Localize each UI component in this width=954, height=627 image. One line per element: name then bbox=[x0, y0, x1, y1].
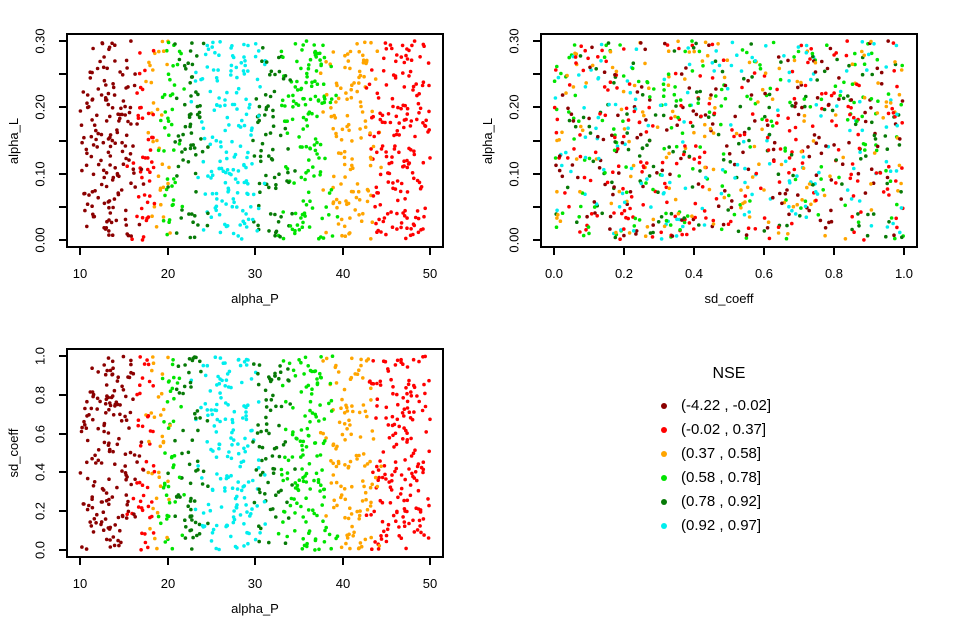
x-tick bbox=[167, 248, 169, 255]
y-tick bbox=[59, 140, 66, 142]
x-tick-label: 0.8 bbox=[824, 266, 844, 281]
y-tick bbox=[59, 394, 66, 396]
legend-dot-red-icon bbox=[661, 427, 667, 433]
y-tick-label: 0.20 bbox=[32, 94, 48, 120]
legend-title: NSE bbox=[712, 365, 746, 382]
x-tick bbox=[167, 558, 169, 565]
nse-legend: NSE (-4.22 , -0.02] (-0.02 , 0.37] (0.37… bbox=[646, 364, 812, 538]
legend-item-dark-green: (0.78 , 0.92] bbox=[646, 490, 812, 514]
x-tick bbox=[833, 248, 835, 255]
y-axis-label: sd_coeff bbox=[6, 428, 21, 478]
y-tick bbox=[59, 239, 66, 241]
legend-item-cyan: (0.92 , 0.97] bbox=[646, 514, 812, 538]
y-tick-label: 0.00 bbox=[506, 227, 522, 253]
x-tick-label: 20 bbox=[160, 266, 176, 281]
x-tick bbox=[693, 248, 695, 255]
y-tick bbox=[59, 510, 66, 512]
x-tick bbox=[763, 248, 765, 255]
y-tick bbox=[533, 206, 540, 208]
legend-dot-cyan-icon bbox=[661, 523, 667, 529]
legend-dot-orange-icon bbox=[661, 451, 667, 457]
y-tick bbox=[59, 73, 66, 75]
legend-item-dark-red: (-4.22 , -0.02] bbox=[646, 394, 812, 418]
x-tick-label: 20 bbox=[160, 576, 176, 591]
y-tick bbox=[59, 206, 66, 208]
y-tick bbox=[533, 106, 540, 108]
y-axis-label: alpha_L bbox=[480, 117, 495, 164]
y-tick bbox=[533, 140, 540, 142]
x-tick-label: 0.6 bbox=[754, 266, 774, 281]
legend-label: (-4.22 , -0.02] bbox=[681, 397, 772, 414]
x-tick-label: 50 bbox=[422, 266, 438, 281]
y-tick bbox=[59, 433, 66, 435]
y-axis-label: alpha_L bbox=[6, 117, 21, 164]
x-tick bbox=[623, 248, 625, 255]
y-tick-label: 0.2 bbox=[32, 501, 48, 521]
legend-label: (-0.02 , 0.37] bbox=[681, 421, 767, 438]
legend-label: (0.58 , 0.78] bbox=[681, 469, 762, 486]
x-tick-label: 40 bbox=[335, 576, 351, 591]
x-tick-label: 0.4 bbox=[684, 266, 704, 281]
legend-item-green: (0.58 , 0.78] bbox=[646, 466, 812, 490]
x-tick-label: 0.0 bbox=[544, 266, 564, 281]
x-tick-label: 10 bbox=[72, 266, 88, 281]
x-tick-label: 50 bbox=[422, 576, 438, 591]
y-tick bbox=[59, 40, 66, 42]
x-axis-label: sd_coeff bbox=[704, 291, 754, 306]
y-tick-label: 0.30 bbox=[506, 28, 522, 54]
legend-dot-green-icon bbox=[661, 475, 667, 481]
scatter-points bbox=[78, 354, 432, 552]
y-tick-label: 1.0 bbox=[32, 346, 48, 366]
y-tick-label: 0.8 bbox=[32, 385, 48, 405]
x-tick bbox=[254, 248, 256, 255]
legend-dot-dark-red-icon bbox=[661, 403, 667, 409]
x-axis-label: alpha_P bbox=[231, 291, 279, 306]
legend-label: (0.37 , 0.58] bbox=[681, 445, 762, 462]
x-tick bbox=[79, 558, 81, 565]
y-tick-label: 0.6 bbox=[32, 424, 48, 444]
y-tick bbox=[533, 239, 540, 241]
y-tick bbox=[59, 549, 66, 551]
y-tick bbox=[59, 106, 66, 108]
y-tick bbox=[533, 73, 540, 75]
x-tick-label: 10 bbox=[72, 576, 88, 591]
y-tick bbox=[59, 471, 66, 473]
x-axis-label: alpha_P bbox=[231, 601, 279, 616]
legend-item-red: (-0.02 , 0.37] bbox=[646, 418, 812, 442]
y-tick bbox=[533, 40, 540, 42]
y-tick bbox=[59, 173, 66, 175]
x-tick bbox=[79, 248, 81, 255]
x-tick-label: 0.2 bbox=[614, 266, 634, 281]
x-tick bbox=[429, 558, 431, 565]
x-tick-label: 1.0 bbox=[894, 266, 914, 281]
x-tick bbox=[254, 558, 256, 565]
y-tick-label: 0.20 bbox=[506, 94, 522, 120]
x-tick bbox=[342, 248, 344, 255]
x-tick bbox=[342, 558, 344, 565]
scatter-points bbox=[78, 39, 432, 242]
y-tick-label: 0.10 bbox=[32, 161, 48, 187]
y-tick-label: 0.10 bbox=[506, 161, 522, 187]
y-tick-label: 0.30 bbox=[32, 28, 48, 54]
x-tick-label: 40 bbox=[335, 266, 351, 281]
x-tick bbox=[429, 248, 431, 255]
y-tick-label: 0.4 bbox=[32, 462, 48, 482]
y-tick-label: 0.00 bbox=[32, 227, 48, 253]
x-tick bbox=[903, 248, 905, 255]
x-tick-label: 30 bbox=[247, 266, 263, 281]
y-tick bbox=[533, 173, 540, 175]
y-tick bbox=[59, 355, 66, 357]
x-tick bbox=[553, 248, 555, 255]
y-tick-label: 0.0 bbox=[32, 540, 48, 560]
legend-dot-dark-green-icon bbox=[661, 499, 667, 505]
legend-label: (0.78 , 0.92] bbox=[681, 493, 762, 510]
legend-label: (0.92 , 0.97] bbox=[681, 517, 762, 534]
x-tick-label: 30 bbox=[247, 576, 263, 591]
legend-item-orange: (0.37 , 0.58] bbox=[646, 442, 812, 466]
scatter-points bbox=[552, 39, 905, 242]
